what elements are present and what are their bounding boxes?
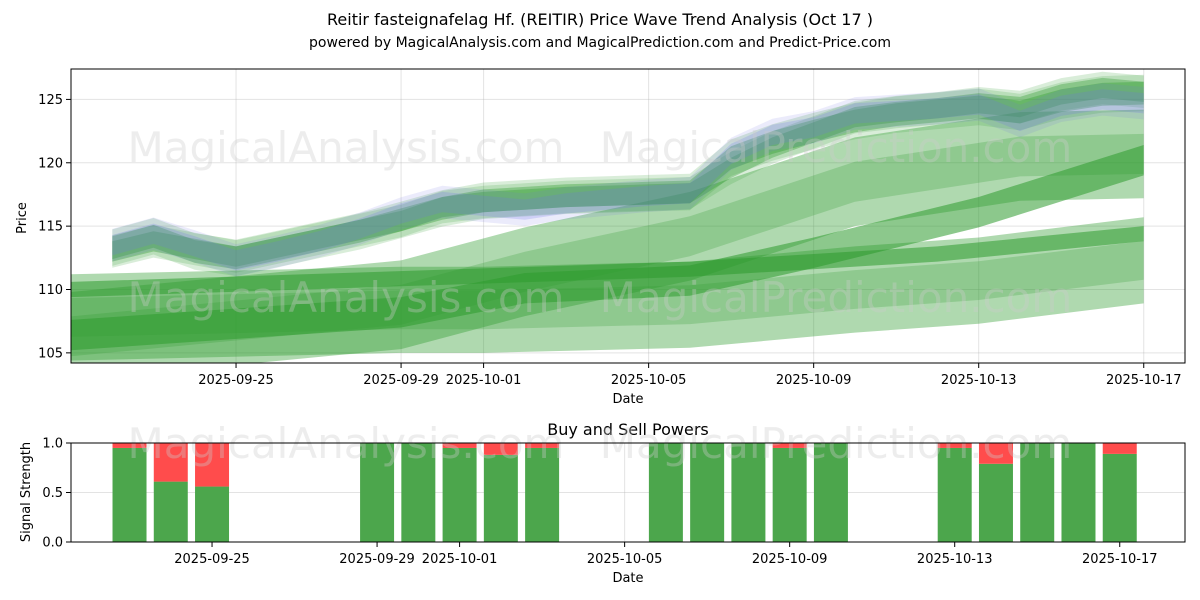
wave-1-outer (112, 74, 1144, 277)
sell-power-bar (442, 443, 477, 448)
signal-bars (112, 443, 1137, 542)
sell-power-bar (112, 443, 147, 448)
price-x-tick-label: 2025-10-13 (941, 373, 1017, 388)
signal-x-tick-label: 2025-09-29 (339, 552, 415, 567)
price-y-axis-label: Price (15, 202, 30, 234)
trend-band-upper (71, 109, 1144, 363)
price-x-tick-label: 2025-09-25 (198, 373, 274, 388)
buy-power-bar (360, 443, 395, 542)
sell-power-bar (483, 443, 518, 455)
price-y-tick-label: 125 (38, 93, 63, 108)
signal-x-tick-label: 2025-10-13 (917, 552, 993, 567)
watermark-prediction-mid: MagicalPrediction.com (600, 273, 1073, 322)
price-x-tick-label: 2025-10-09 (776, 373, 852, 388)
buy-power-bar (1020, 443, 1055, 542)
price-x-tick-label: 2025-10-17 (1106, 373, 1182, 388)
signal-x-axis-label: Date (612, 571, 643, 586)
watermark-analysis-mid: MagicalAnalysis.com (128, 273, 565, 322)
trend-band-main (71, 145, 1144, 351)
buy-power-bar (525, 447, 560, 542)
sell-power-bar (525, 443, 560, 448)
trend-band-flat (71, 226, 1144, 298)
buy-power-bar (153, 481, 188, 542)
price-y-tick-label: 120 (38, 156, 63, 171)
buy-sell-panel: Buy and Sell Powers MagicalAnalysis.com … (19, 419, 1186, 586)
sell-power-bar (195, 443, 230, 487)
chart-title: Reitir fasteignafelag Hf. (REITIR) Price… (327, 10, 873, 29)
price-watermarks: MagicalAnalysis.com MagicalPrediction.co… (128, 123, 1073, 322)
wave-2-outer (112, 71, 1144, 273)
trend-bands (71, 109, 1144, 363)
trend-band-upper-core (71, 133, 1144, 357)
buy-power-bar (813, 443, 848, 542)
price-x-tick-label: 2025-10-01 (446, 373, 522, 388)
watermark-prediction-top: MagicalPrediction.com (600, 123, 1073, 172)
signal-x-tick-label: 2025-09-25 (174, 552, 250, 567)
price-y-tick-label: 105 (38, 346, 63, 361)
price-y-tick-label: 115 (38, 220, 63, 235)
signal-x-tick-label: 2025-10-17 (1082, 552, 1158, 567)
price-x-tick-label: 2025-10-05 (611, 373, 687, 388)
buy-power-bar (1102, 453, 1137, 542)
sell-power-bar (153, 443, 188, 482)
signal-y-tick-label: 0.5 (42, 486, 63, 501)
price-axes: 105 110 115 120 125 2025-09-25 2025-09-29 2025-… (38, 93, 1181, 388)
buy-power-bar (978, 463, 1013, 542)
watermark-analysis-top: MagicalAnalysis.com (128, 123, 565, 172)
wave-3 (112, 89, 1144, 271)
sell-power-bar (772, 443, 807, 448)
sell-power-bar (1102, 443, 1137, 454)
signal-x-tick-label: 2025-10-05 (587, 552, 663, 567)
price-x-tick-label: 2025-09-29 (363, 373, 439, 388)
signal-x-tick-label: 2025-10-01 (422, 552, 498, 567)
sell-power-bar (937, 443, 972, 448)
signal-y-tick-label: 0.0 (42, 536, 63, 551)
buy-power-bar (772, 447, 807, 542)
buy-sell-title: Buy and Sell Powers (547, 420, 709, 439)
buy-power-bar (731, 443, 766, 542)
chart-subtitle: powered by MagicalAnalysis.com and Magic… (309, 35, 891, 51)
buy-power-bar (648, 443, 683, 542)
buy-power-bar (195, 486, 230, 542)
price-wave-panel: MagicalAnalysis.com MagicalPrediction.co… (15, 68, 1186, 407)
buy-power-bar (112, 447, 147, 542)
buy-power-bar (1061, 443, 1096, 542)
buy-power-bar (401, 443, 436, 542)
signal-axes: 0.0 0.5 1.0 2025-09-25 2025-09-29 2025-10-01 2… (42, 437, 1157, 568)
price-y-tick-label: 110 (38, 283, 63, 298)
buy-power-bar (442, 447, 477, 542)
buy-power-bar (690, 443, 725, 542)
wave-3-outer (112, 83, 1144, 277)
price-x-axis-label: Date (612, 392, 643, 407)
signal-y-tick-label: 1.0 (42, 437, 63, 452)
price-waves (112, 71, 1144, 277)
signal-y-axis-label: Signal Strength (19, 442, 34, 542)
trend-band-lower-core (71, 241, 1144, 337)
signal-x-tick-label: 2025-10-09 (752, 552, 828, 567)
price-plot-frame (70, 68, 1186, 364)
buy-power-bar (937, 447, 972, 542)
wave-2 (112, 77, 1144, 267)
sell-power-bar (978, 443, 1013, 464)
buy-power-bar (483, 454, 518, 542)
wave-1 (112, 81, 1144, 270)
